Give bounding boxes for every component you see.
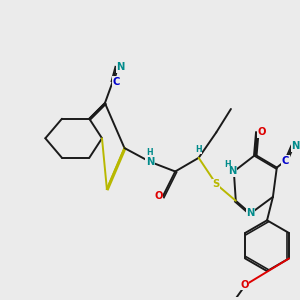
Text: N: N — [228, 167, 236, 176]
Text: N: N — [246, 208, 255, 218]
Text: N: N — [116, 62, 125, 72]
Text: H: H — [146, 148, 153, 158]
Text: N: N — [146, 157, 154, 167]
Text: H: H — [195, 145, 202, 154]
Text: O: O — [240, 280, 249, 290]
Text: H: H — [225, 160, 231, 169]
Text: O: O — [154, 191, 163, 201]
Text: S: S — [213, 179, 220, 189]
Text: N: N — [291, 141, 300, 151]
Text: O: O — [258, 128, 266, 137]
Text: C: C — [113, 76, 120, 87]
Text: C: C — [282, 156, 289, 166]
